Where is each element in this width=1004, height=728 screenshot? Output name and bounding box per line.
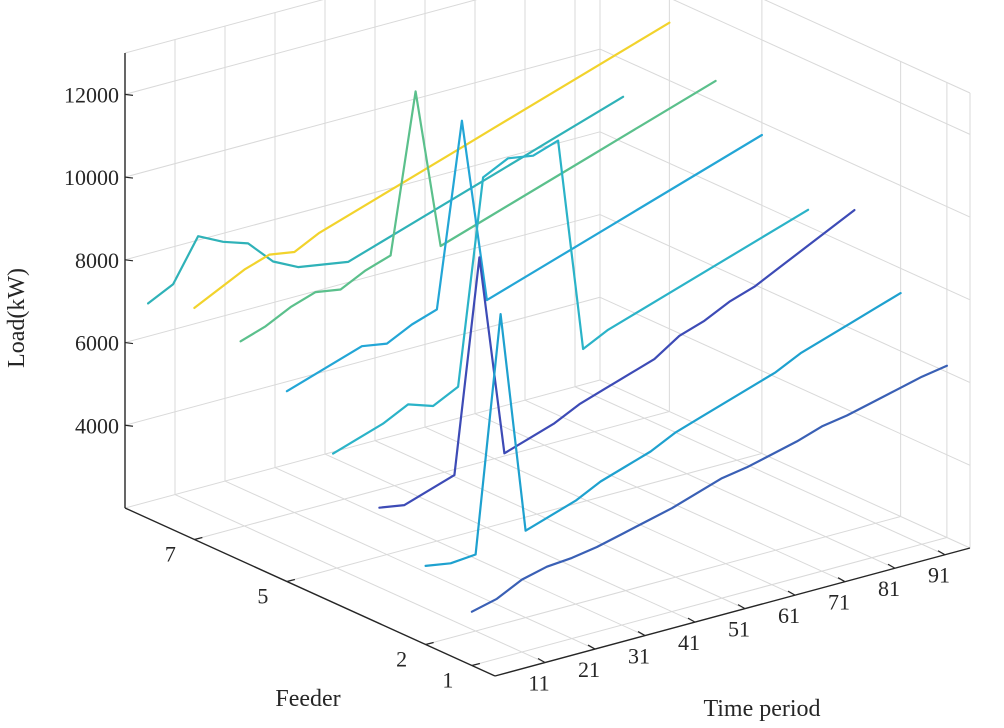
time-tick-label: 51 xyxy=(728,617,750,642)
time-tick xyxy=(687,617,696,623)
grid-line-left-wall-z xyxy=(124,48,601,178)
time-tick-label: 31 xyxy=(628,644,650,669)
grid-line-back-wall-z xyxy=(599,214,971,384)
time-axis xyxy=(494,547,971,677)
grid-line-floor-y xyxy=(425,516,901,645)
feeder-tick xyxy=(425,641,434,646)
load-tick xyxy=(124,424,134,427)
time-tick xyxy=(787,590,796,596)
time-axis-label: Time period xyxy=(703,696,820,722)
load-tick xyxy=(124,259,134,262)
axis-layer xyxy=(124,53,971,677)
grid-line-back-wall-z xyxy=(672,0,971,135)
grid-line-left-wall-z xyxy=(124,214,601,344)
feeder-tick-label: 1 xyxy=(442,668,453,693)
series-line-feeder-7 xyxy=(193,21,671,309)
series-line-feeder-5 xyxy=(285,119,764,393)
time-tick xyxy=(937,550,946,556)
feeder-tick xyxy=(286,578,296,583)
grid-layer xyxy=(124,0,971,666)
box-edge-floor-back xyxy=(124,379,601,509)
grid-line-back-wall-z xyxy=(599,131,971,301)
grid-line-floor-x xyxy=(474,413,846,583)
grid-line-floor-x xyxy=(374,440,746,610)
box-edge-floor-right xyxy=(599,379,971,549)
series-line-feeder-3 xyxy=(378,209,856,509)
time-tick-label: 91 xyxy=(928,563,950,588)
load-tick-label: 4000 xyxy=(75,413,119,438)
box-edge-top-back xyxy=(124,0,324,54)
time-tick-label: 21 xyxy=(578,657,600,682)
load-axis-label: Load(kW) xyxy=(4,268,30,368)
grid-line-floor-y xyxy=(471,537,948,666)
time-tick xyxy=(837,577,846,583)
time-tick-label: 61 xyxy=(778,603,800,628)
series-line-feeder-2 xyxy=(424,292,902,568)
feeder-tick-label: 5 xyxy=(257,584,268,609)
series-layer xyxy=(147,21,949,613)
label-layer: 11 21 31 41 51 61 71 81 91 1 2 5 7 4000 6000 8000 10000 1… xyxy=(4,82,950,722)
grid-line-floor-x xyxy=(174,494,546,663)
feeder-tick xyxy=(471,662,481,667)
time-tick xyxy=(537,658,546,664)
feeder-axis-label: Feeder xyxy=(275,686,340,712)
series-line-feeder-8 xyxy=(147,95,625,305)
box-edge-top-right xyxy=(763,0,971,94)
feeder-tick xyxy=(194,536,203,541)
load-tick-label: 10000 xyxy=(64,165,119,190)
time-tick-label: 41 xyxy=(678,630,700,655)
load-tick xyxy=(124,176,134,179)
grid-line-floor-x xyxy=(324,453,696,623)
time-tick xyxy=(587,644,596,650)
time-tick xyxy=(737,604,746,610)
load-tick-label: 12000 xyxy=(64,82,119,107)
series-line-feeder-4 xyxy=(332,139,810,455)
grid-line-left-wall-z xyxy=(124,0,478,95)
grid-line-floor-x xyxy=(574,386,946,556)
grid-line-back-wall-z xyxy=(599,48,971,218)
series-line-feeder-1 xyxy=(470,364,949,613)
load-tick-label: 6000 xyxy=(75,331,119,356)
time-tick-label: 71 xyxy=(828,590,850,615)
load-tick-label: 8000 xyxy=(75,248,119,273)
grid-line-floor-x xyxy=(224,480,596,650)
feeder-axis xyxy=(124,507,496,677)
grid-line-back-wall-z xyxy=(599,296,971,466)
time-tick-label: 11 xyxy=(528,671,549,696)
grid-line-left-wall-z xyxy=(124,296,601,426)
time-tick xyxy=(887,563,896,569)
time-tick xyxy=(637,631,646,637)
time-tick-label: 81 xyxy=(878,576,900,601)
feeder-tick-label: 2 xyxy=(396,647,407,672)
feeder-tick-label: 7 xyxy=(165,542,176,567)
grid-line-floor-y xyxy=(194,411,670,540)
load-tick xyxy=(124,341,134,345)
grid-line-floor-x xyxy=(274,467,646,637)
load-tick xyxy=(124,93,134,96)
